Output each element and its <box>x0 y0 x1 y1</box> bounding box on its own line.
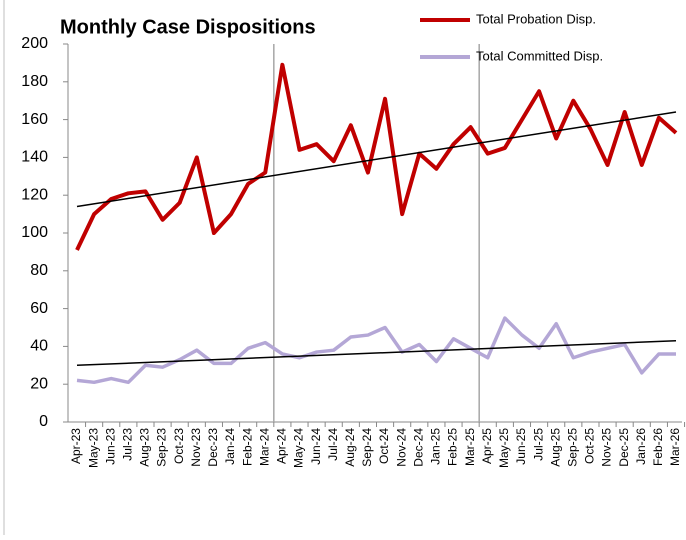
x-tick-label: Mar-25 <box>463 428 477 466</box>
x-tick-label: Jan-25 <box>429 428 443 465</box>
series-line <box>75 62 678 251</box>
chart-title: Monthly Case Dispositions <box>60 16 316 38</box>
x-tick-label: Sep-24 <box>360 428 374 467</box>
x-tick-label: May-25 <box>497 428 511 468</box>
x-tick-label: Aug-25 <box>548 428 562 467</box>
y-tick-label: 180 <box>21 73 48 90</box>
x-tick-label: Jul-25 <box>531 428 545 461</box>
x-tick-label: Jan-26 <box>634 428 648 465</box>
x-tick-label: Feb-26 <box>651 428 665 466</box>
x-tick-label: Jun-23 <box>103 428 117 465</box>
x-tick-label: Oct-25 <box>583 428 597 464</box>
x-tick-label: Oct-23 <box>172 428 186 464</box>
x-tick-label: Feb-25 <box>446 428 460 466</box>
y-tick-label: 60 <box>30 300 48 317</box>
x-tick-label: Apr-25 <box>480 428 494 464</box>
x-tick-label: Sep-23 <box>155 428 169 467</box>
x-tick-label: Dec-24 <box>411 428 425 467</box>
x-tick-label: Nov-23 <box>189 428 203 467</box>
legend-label: Total Probation Disp. <box>476 11 596 26</box>
x-tick-label: Sep-25 <box>565 428 579 467</box>
x-tick-label: Aug-23 <box>138 428 152 467</box>
x-tick-label: Mar-26 <box>668 428 682 466</box>
trend-line <box>76 111 677 208</box>
y-tick-label: 0 <box>39 413 48 430</box>
series-line <box>76 316 676 385</box>
x-tick-label: Jul-23 <box>121 428 135 461</box>
x-tick-label: Oct-24 <box>377 428 391 464</box>
x-tick-label: Aug-24 <box>343 428 357 467</box>
y-tick-label: 20 <box>30 375 48 392</box>
x-tick-label: Dec-23 <box>206 428 220 467</box>
y-tick-label: 160 <box>21 111 48 128</box>
y-tick-label: 40 <box>30 338 48 355</box>
x-tick-label: Mar-24 <box>257 428 271 466</box>
x-tick-label: Jan-24 <box>223 428 237 465</box>
x-tick-label: Jun-25 <box>514 428 528 465</box>
y-tick-label: 100 <box>21 224 48 241</box>
x-tick-label: Feb-24 <box>240 428 254 466</box>
x-tick-label: Nov-24 <box>394 428 408 467</box>
x-tick-label: Apr-24 <box>275 428 289 464</box>
x-tick-label: Jun-24 <box>309 428 323 465</box>
legend-label: Total Committed Disp. <box>476 48 603 63</box>
x-tick-label: Apr-23 <box>69 428 83 464</box>
x-tick-label: Jul-24 <box>326 428 340 461</box>
trend-line <box>76 339 677 367</box>
x-tick-label: May-24 <box>292 428 306 468</box>
x-tick-label: Dec-25 <box>617 428 631 467</box>
y-tick-label: 120 <box>21 186 48 203</box>
y-tick-label: 140 <box>21 149 48 166</box>
x-tick-label: May-23 <box>86 428 100 468</box>
x-tick-label: Nov-25 <box>600 428 614 467</box>
y-tick-label: 200 <box>21 35 48 52</box>
y-tick-label: 80 <box>30 262 48 279</box>
